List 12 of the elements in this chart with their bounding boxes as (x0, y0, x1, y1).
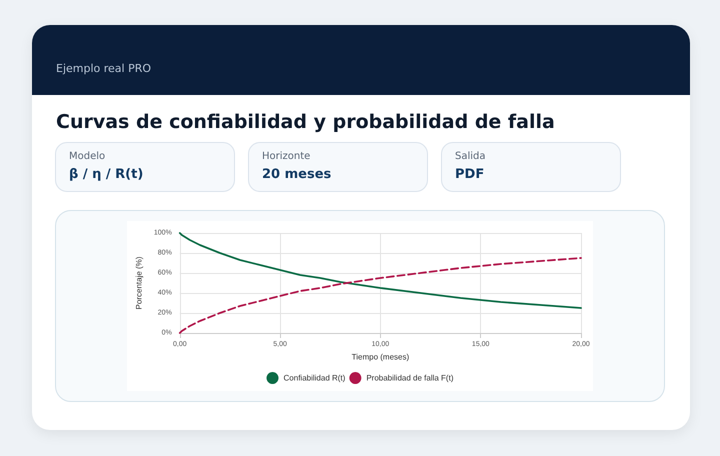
chart-title: Curvas de confiabilidad y probabilidad de falla (56, 111, 555, 133)
text: Salida (455, 151, 487, 162)
text: PDF (455, 167, 486, 182)
text: Modelo (69, 151, 106, 162)
text: Horizonte (262, 151, 312, 162)
legend-label: Confiabilidad R(t) (284, 374, 346, 382)
chart-subtitle: Ejemplo real PRO (56, 62, 152, 75)
text: β / η / R(t) (69, 167, 144, 182)
text: 20 meses (262, 167, 332, 182)
x-axis-title: Tiempo (meses) (352, 352, 410, 362)
y-axis-title: Porcentaje (%) (134, 256, 144, 310)
legend-label: Probabilidad de falla F(t) (366, 374, 454, 382)
